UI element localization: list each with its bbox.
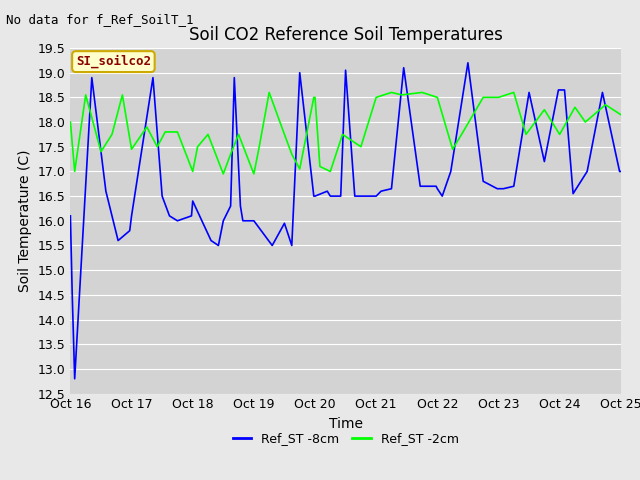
Y-axis label: Soil Temperature (C): Soil Temperature (C) bbox=[18, 150, 32, 292]
X-axis label: Time: Time bbox=[328, 417, 363, 431]
Text: No data for f_Ref_SoilT_1: No data for f_Ref_SoilT_1 bbox=[6, 13, 194, 26]
Legend: Ref_ST -8cm, Ref_ST -2cm: Ref_ST -8cm, Ref_ST -2cm bbox=[228, 427, 463, 450]
Text: SI_soilco2: SI_soilco2 bbox=[76, 55, 151, 68]
Title: Soil CO2 Reference Soil Temperatures: Soil CO2 Reference Soil Temperatures bbox=[189, 25, 502, 44]
